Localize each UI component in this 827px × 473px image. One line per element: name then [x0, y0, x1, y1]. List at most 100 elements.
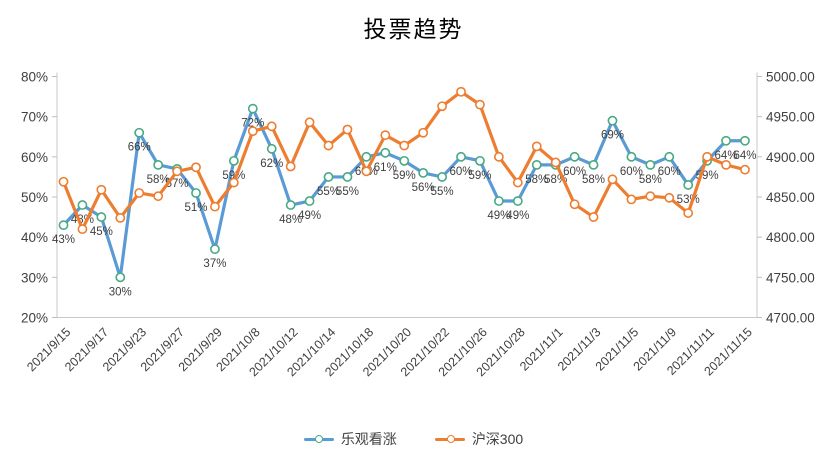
data-point-label: 55% [336, 186, 359, 198]
legend-label-hs300: 沪深300 [471, 431, 524, 447]
data-point-label: 55% [317, 186, 340, 198]
data-point-label: 55% [431, 186, 454, 198]
data-point-marker [456, 151, 466, 162]
data-point-marker [683, 208, 694, 218]
data-point-marker [418, 167, 429, 178]
data-point-label: 60% [620, 166, 643, 178]
data-point-marker [77, 200, 88, 210]
left-axis-tick-label: 80% [21, 70, 48, 85]
left-axis-tick-label: 40% [21, 230, 48, 245]
data-point-marker [342, 172, 353, 182]
data-point-label: 60% [563, 166, 586, 178]
data-point-marker [626, 151, 637, 162]
left-axis-tick-label: 60% [21, 150, 48, 165]
data-point-marker [512, 196, 523, 206]
data-point-label: 43% [52, 234, 75, 246]
data-point-label: 72% [241, 118, 264, 130]
data-point-label: 45% [90, 226, 113, 238]
data-point-marker [399, 140, 410, 151]
data-point-marker [456, 86, 466, 97]
data-point-marker [266, 143, 277, 154]
data-point-marker [266, 121, 277, 132]
data-point-marker [531, 159, 542, 170]
data-point-marker [96, 212, 107, 222]
left-axis-tick-label: 20% [21, 311, 48, 326]
data-point-label: 60% [658, 166, 681, 178]
data-point-label: 58% [582, 174, 605, 186]
data-point-marker [380, 147, 391, 158]
data-point-label: 48% [279, 214, 302, 226]
data-point-marker [740, 135, 750, 146]
data-point-label: 64% [733, 150, 756, 162]
data-point-label: 61% [374, 162, 397, 174]
right-axis-tick-label: 4900.00 [766, 150, 815, 165]
data-point-marker [115, 272, 126, 283]
data-point-label: 58% [525, 174, 548, 186]
data-point-marker [569, 151, 580, 162]
data-point-marker [740, 164, 750, 175]
data-point-marker [285, 161, 296, 172]
data-point-marker [664, 151, 675, 162]
data-point-marker [588, 212, 599, 222]
data-point-label: 51% [184, 202, 207, 214]
data-point-marker [210, 201, 220, 212]
data-point-marker [134, 127, 145, 138]
data-point-marker [493, 196, 504, 206]
data-point-marker [58, 176, 69, 187]
chart-legend: 乐观看涨 沪深300 [0, 429, 827, 449]
data-point-label: 66% [128, 142, 151, 154]
data-point-marker [645, 191, 656, 202]
data-point-marker [228, 155, 239, 166]
data-point-marker [437, 101, 447, 112]
data-point-marker [626, 194, 637, 205]
data-point-label: 59% [222, 170, 245, 182]
data-point-marker [247, 126, 258, 137]
data-point-marker [361, 166, 372, 177]
data-point-marker [172, 166, 182, 177]
data-point-marker [588, 159, 599, 170]
right-axis-tick-label: 4800.00 [766, 230, 815, 245]
data-point-marker [191, 162, 201, 173]
data-point-marker [285, 200, 296, 210]
data-point-label: 56% [412, 182, 435, 194]
data-point-marker [493, 151, 504, 162]
right-axis-tick-label: 4700.00 [766, 311, 815, 326]
data-point-label: 53% [677, 194, 700, 206]
data-point-marker [607, 115, 618, 126]
data-point-marker [191, 188, 201, 198]
data-point-marker [361, 151, 372, 162]
data-point-marker [115, 212, 126, 223]
data-point-marker [247, 103, 258, 114]
data-point-label: 49% [298, 210, 321, 222]
data-point-marker [683, 180, 694, 190]
data-point-marker [228, 177, 239, 188]
data-point-label: 59% [393, 170, 416, 182]
right-axis-tick-label: 4850.00 [766, 190, 815, 205]
data-point-label: 69% [601, 130, 624, 142]
data-point-label: 58% [639, 174, 662, 186]
right-axis-tick-label: 4750.00 [766, 270, 815, 285]
data-point-label: 64% [715, 150, 738, 162]
data-point-marker [475, 155, 485, 166]
data-point-label: 49% [487, 210, 510, 222]
legend-item-optimistic: 乐观看涨 [303, 429, 397, 449]
data-point-marker [304, 117, 315, 128]
legend-label-optimistic: 乐观看涨 [340, 431, 397, 447]
data-point-marker [304, 196, 315, 206]
data-point-marker [96, 184, 107, 195]
data-point-marker [531, 141, 542, 152]
chart-title: 投票趋势 [363, 17, 464, 43]
right-axis-tick-label: 5000.00 [766, 70, 815, 85]
data-point-marker [607, 174, 618, 185]
data-point-marker [380, 130, 391, 141]
data-point-marker [437, 172, 447, 182]
data-point-marker [210, 244, 220, 255]
data-point-marker [721, 135, 731, 146]
data-point-label: 49% [506, 210, 529, 222]
legend-line-marker-icon-optimistic [303, 435, 334, 443]
data-point-marker [134, 188, 145, 198]
data-point-marker [399, 155, 410, 166]
left-axis-tick-label: 30% [21, 270, 48, 285]
right-axis-tick-label: 4950.00 [766, 110, 815, 125]
